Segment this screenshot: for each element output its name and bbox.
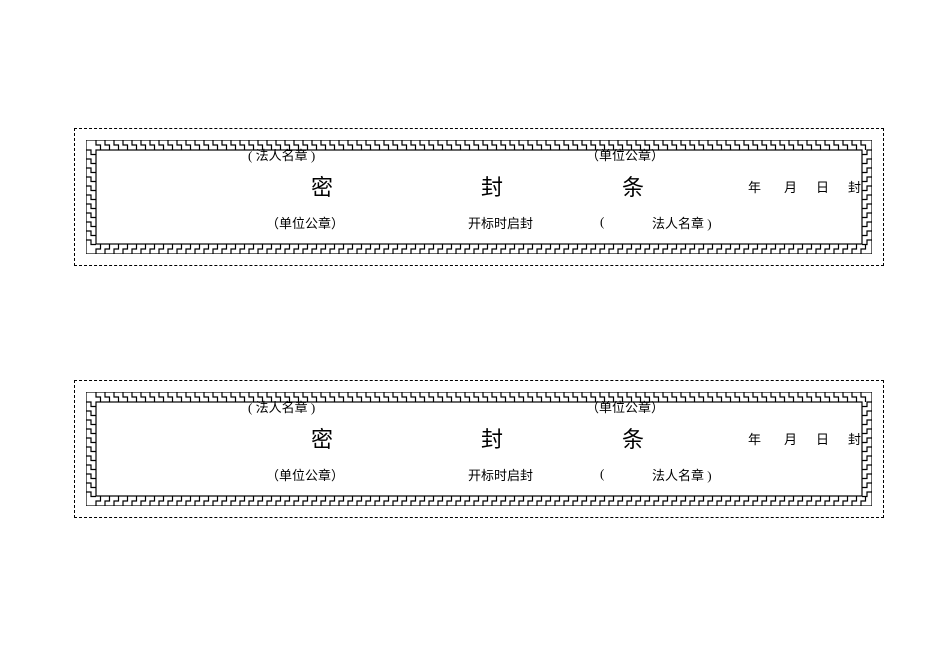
bottom-right-seal-label: 法人名章 ): [652, 213, 712, 232]
date-day: 日: [816, 177, 829, 196]
title-char-2: 封: [481, 422, 503, 454]
date-month: 月: [784, 429, 797, 448]
seal-strip-2: ( 法人名章 ) （单位公章） 密 封 条 年 月 日 封 （单位公章） 开标时…: [74, 380, 884, 518]
date-month: 月: [784, 177, 797, 196]
bottom-mid-label: 开标时启封: [468, 213, 533, 232]
title-char-1: 密: [311, 422, 333, 454]
top-right-seal-label: （单位公章）: [586, 397, 664, 416]
seal-strip-1: ( 法人名章 ) （单位公章） 密 封 条 年 月 日 封 （单位公章） 开标时…: [74, 128, 884, 266]
title-char-3: 条: [622, 422, 644, 454]
bottom-paren-open: (: [600, 466, 604, 482]
bottom-mid-label: 开标时启封: [468, 465, 533, 484]
date-year: 年: [748, 429, 761, 448]
bottom-paren-open: (: [600, 214, 604, 230]
bottom-right-seal-label: 法人名章 ): [652, 465, 712, 484]
date-year: 年: [748, 177, 761, 196]
seal-content: ( 法人名章 ) （单位公章） 密 封 条 年 月 日 封 （单位公章） 开标时…: [94, 400, 864, 498]
date-seal: 封: [848, 429, 861, 448]
title-char-2: 封: [481, 170, 503, 202]
top-right-seal-label: （单位公章）: [586, 145, 664, 164]
title-char-1: 密: [311, 170, 333, 202]
date-seal: 封: [848, 177, 861, 196]
top-left-seal-label: ( 法人名章 ): [248, 397, 315, 416]
bottom-left-seal-label: （单位公章）: [266, 465, 344, 484]
date-day: 日: [816, 429, 829, 448]
top-left-seal-label: ( 法人名章 ): [248, 145, 315, 164]
bottom-left-seal-label: （单位公章）: [266, 213, 344, 232]
seal-content: ( 法人名章 ) （单位公章） 密 封 条 年 月 日 封 （单位公章） 开标时…: [94, 148, 864, 246]
title-char-3: 条: [622, 170, 644, 202]
